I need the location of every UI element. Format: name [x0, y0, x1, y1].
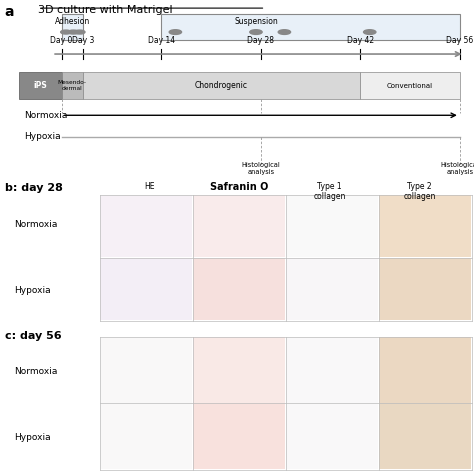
Text: Conventional: Conventional	[387, 82, 433, 89]
Bar	[193, 403, 285, 469]
Bar	[193, 258, 285, 320]
Bar	[286, 403, 378, 469]
Bar	[286, 195, 378, 257]
Text: Histological
analysis: Histological analysis	[440, 162, 474, 175]
Bar	[379, 403, 471, 469]
Text: a: a	[5, 5, 14, 19]
Bar	[100, 337, 192, 403]
Text: Day 28: Day 28	[247, 36, 274, 45]
Text: Mesendo-
dermal: Mesendo- dermal	[58, 80, 87, 91]
FancyBboxPatch shape	[360, 72, 460, 99]
Circle shape	[278, 30, 291, 35]
Bar	[100, 258, 192, 320]
Text: iPS: iPS	[33, 81, 47, 90]
Circle shape	[61, 30, 71, 34]
Text: Normoxia: Normoxia	[24, 111, 67, 120]
Bar	[379, 258, 471, 320]
FancyBboxPatch shape	[19, 72, 62, 99]
Circle shape	[250, 30, 262, 35]
Text: HE: HE	[144, 182, 155, 191]
Bar	[379, 195, 471, 257]
Text: Hypoxia: Hypoxia	[24, 132, 60, 141]
Text: Histological
analysis: Histological analysis	[241, 162, 280, 175]
Circle shape	[68, 30, 79, 34]
Bar	[100, 403, 192, 469]
Text: Day 42: Day 42	[346, 36, 374, 45]
Text: Day 0: Day 0	[50, 36, 73, 45]
FancyBboxPatch shape	[62, 14, 83, 40]
Text: Chondrogenic: Chondrogenic	[195, 81, 248, 90]
Circle shape	[364, 30, 376, 35]
Text: b: day 28: b: day 28	[5, 183, 63, 193]
Text: Normoxia: Normoxia	[14, 220, 58, 228]
Text: Day 56: Day 56	[446, 36, 474, 45]
Text: c: day 56: c: day 56	[5, 331, 61, 341]
Bar	[379, 337, 471, 403]
FancyBboxPatch shape	[83, 72, 360, 99]
Bar	[193, 195, 285, 257]
Bar	[100, 195, 192, 257]
Bar	[286, 337, 378, 403]
Text: Hypoxia: Hypoxia	[14, 433, 51, 442]
Text: Normoxia: Normoxia	[14, 367, 58, 375]
FancyBboxPatch shape	[62, 72, 83, 99]
Text: Day 14: Day 14	[147, 36, 175, 45]
Text: Type 2
collagen: Type 2 collagen	[403, 182, 436, 201]
Text: Adhesion: Adhesion	[55, 17, 90, 26]
Circle shape	[169, 30, 182, 35]
Text: Hypoxia: Hypoxia	[14, 286, 51, 295]
Text: Type 1
collagen: Type 1 collagen	[313, 182, 346, 201]
FancyBboxPatch shape	[161, 14, 460, 40]
Bar	[286, 258, 378, 320]
Text: Suspension: Suspension	[234, 17, 278, 26]
Text: Safranin O: Safranin O	[210, 182, 269, 191]
Bar	[193, 337, 285, 403]
Circle shape	[74, 30, 85, 34]
Text: Day 3: Day 3	[72, 36, 94, 45]
Text: 3D culture with Matrigel: 3D culture with Matrigel	[38, 5, 173, 15]
